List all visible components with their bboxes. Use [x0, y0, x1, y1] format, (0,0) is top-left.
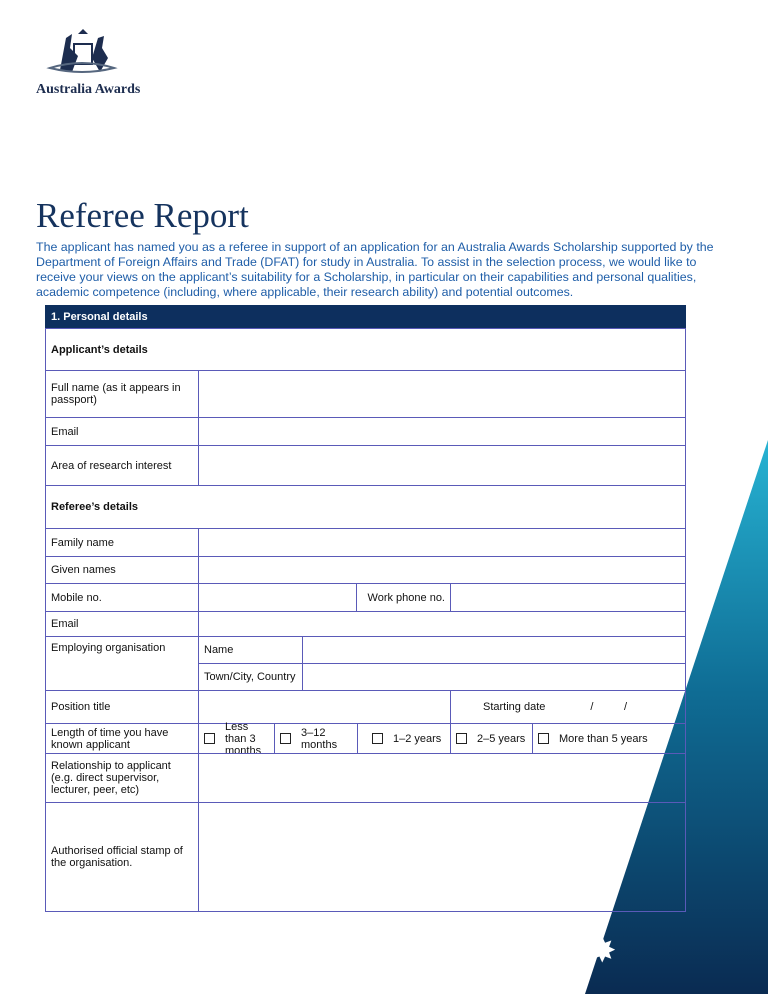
option-label: Less than 3 months [225, 720, 262, 757]
stamp-area[interactable] [198, 802, 686, 912]
page-title: Referee Report [36, 196, 249, 235]
date-separators: / / [590, 701, 628, 713]
option-label: More than 5 years [559, 732, 648, 745]
option-more-than-5-years[interactable]: More than 5 years [532, 723, 686, 754]
work-phone-label: Work phone no. [356, 583, 451, 612]
australia-awards-logo: Australia Awards [36, 28, 146, 98]
option-label: 1–2 years [393, 732, 442, 745]
checkbox[interactable] [372, 733, 383, 744]
org-name-field[interactable] [302, 636, 686, 664]
starting-date-field[interactable]: Starting date / / [450, 690, 686, 724]
mobile-field[interactable] [198, 583, 357, 612]
checkbox[interactable] [456, 733, 467, 744]
length-label: Length of time you have known applicant [45, 723, 199, 754]
checkbox[interactable] [538, 733, 549, 744]
option-3-12-months[interactable]: 3–12 months [274, 723, 358, 754]
referee-email-label: Email [45, 611, 199, 637]
option-1-2-years[interactable]: 1–2 years [357, 723, 451, 754]
referee-email-field[interactable] [198, 611, 686, 637]
checkbox[interactable] [204, 733, 215, 744]
research-label: Area of research interest [45, 445, 199, 486]
coat-of-arms-icon [46, 29, 118, 73]
referee-heading: Referee’s details [45, 485, 686, 529]
given-names-field[interactable] [198, 556, 686, 584]
full-name-label: Full name (as it appears in passport) [45, 370, 199, 418]
research-field[interactable] [198, 445, 686, 486]
family-name-label: Family name [45, 528, 199, 557]
given-names-label: Given names [45, 556, 199, 584]
org-name-label: Name [198, 636, 303, 664]
applicant-email-field[interactable] [198, 417, 686, 446]
section-header: 1. Personal details [45, 305, 686, 329]
star-icon: ✸ [588, 932, 617, 970]
intro-text: The applicant has named you as a referee… [36, 240, 714, 299]
family-name-field[interactable] [198, 528, 686, 557]
stamp-label: Authorised official stamp of the organis… [45, 802, 199, 912]
town-label: Town/City, Country [198, 663, 303, 691]
relationship-field[interactable] [198, 753, 686, 803]
option-label: 3–12 months [301, 726, 338, 751]
position-label: Position title [45, 690, 199, 724]
applicant-heading: Applicant’s details [45, 328, 686, 371]
option-label: 2–5 years [477, 732, 526, 745]
work-phone-field[interactable] [450, 583, 686, 612]
position-field[interactable] [198, 690, 451, 724]
relationship-label: Relationship to applicant (e.g. direct s… [45, 753, 199, 803]
employing-label: Employing organisation [45, 636, 199, 691]
checkbox[interactable] [280, 733, 291, 744]
mobile-label: Mobile no. [45, 583, 199, 612]
full-name-field[interactable] [198, 370, 686, 418]
option-2-5-years[interactable]: 2–5 years [450, 723, 533, 754]
logo-text: Australia Awards [36, 82, 141, 97]
option-less-than-3-months[interactable]: Less than 3 months [198, 720, 275, 757]
applicant-email-label: Email [45, 417, 199, 446]
town-field[interactable] [302, 663, 686, 691]
starting-date-label: Starting date [483, 701, 546, 713]
